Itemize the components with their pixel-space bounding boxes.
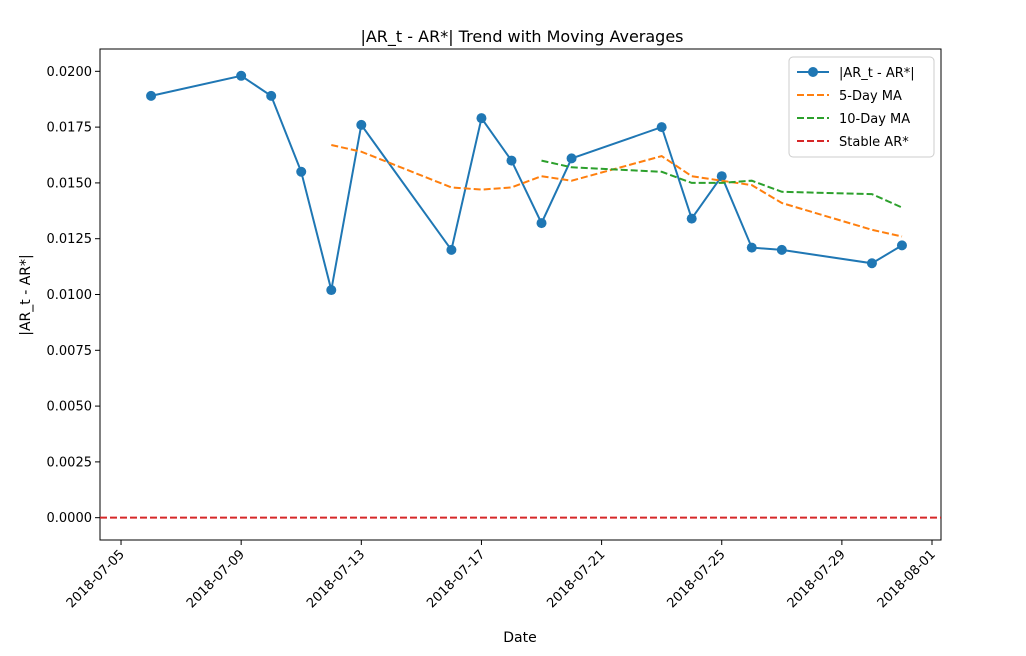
series-line-2 bbox=[541, 159, 903, 209]
x-tick-label: 2018-07-09 bbox=[184, 547, 248, 611]
x-axis-label: Date bbox=[503, 630, 536, 646]
data-point bbox=[716, 171, 727, 182]
legend-marker bbox=[808, 67, 818, 77]
data-point bbox=[746, 242, 757, 253]
x-tick-label: 2018-07-13 bbox=[304, 547, 368, 611]
data-point bbox=[296, 166, 307, 177]
data-point bbox=[566, 153, 577, 164]
y-tick-label: 0.0150 bbox=[47, 176, 93, 191]
data-point bbox=[656, 122, 667, 133]
y-axis-label: |AR_t - AR*| bbox=[18, 254, 34, 335]
data-point bbox=[476, 113, 487, 124]
series-layer bbox=[100, 70, 941, 519]
series-line-1 bbox=[331, 144, 903, 238]
data-point bbox=[506, 155, 517, 166]
series-line-0 bbox=[150, 74, 903, 291]
data-point bbox=[326, 285, 337, 296]
y-tick-label: 0.0100 bbox=[47, 288, 93, 303]
legend: |AR_t - AR*| 5-Day MA 10-Day MA Stable AR* bbox=[788, 56, 935, 158]
y-tick-label: 0.0000 bbox=[47, 511, 93, 526]
x-tick-label: 2018-07-29 bbox=[785, 547, 849, 611]
legend-label: |AR_t - AR*| bbox=[839, 66, 915, 81]
data-point bbox=[896, 240, 907, 251]
x-tick-label: 2018-07-17 bbox=[424, 547, 488, 611]
x-tick-label: 2018-07-21 bbox=[544, 547, 608, 611]
x-tick-label: 2018-07-05 bbox=[64, 547, 128, 611]
data-point bbox=[866, 258, 877, 269]
y-tick-label: 0.0075 bbox=[47, 344, 93, 359]
x-axis: 2018-07-05 2018-07-09 2018-07-13 2018-07-17… bbox=[64, 540, 939, 611]
data-point bbox=[356, 119, 367, 130]
y-tick-label: 0.0200 bbox=[47, 65, 93, 80]
data-point bbox=[536, 218, 547, 229]
data-point bbox=[446, 244, 457, 255]
data-point bbox=[686, 213, 697, 224]
y-axis: 0.0000 0.0025 0.0050 0.0075 0.0100 0.0125 0.01… bbox=[47, 65, 100, 526]
legend-label: 10-Day MA bbox=[839, 112, 910, 127]
legend-label: 5-Day MA bbox=[839, 89, 902, 104]
data-point bbox=[776, 244, 787, 255]
y-tick-label: 0.0175 bbox=[47, 121, 93, 136]
x-tick-label: 2018-07-25 bbox=[665, 547, 729, 611]
y-tick-label: 0.0025 bbox=[47, 455, 93, 470]
data-point bbox=[146, 90, 157, 101]
x-tick-label: 2018-08-01 bbox=[875, 547, 939, 611]
legend-label: Stable AR* bbox=[839, 135, 909, 150]
y-tick-label: 0.0050 bbox=[47, 400, 93, 415]
y-tick-label: 0.0125 bbox=[47, 232, 93, 247]
data-point bbox=[236, 70, 247, 81]
data-point bbox=[266, 90, 277, 101]
chart-title: |AR_t - AR*| Trend with Moving Averages bbox=[360, 27, 683, 47]
legend-box bbox=[788, 56, 935, 158]
